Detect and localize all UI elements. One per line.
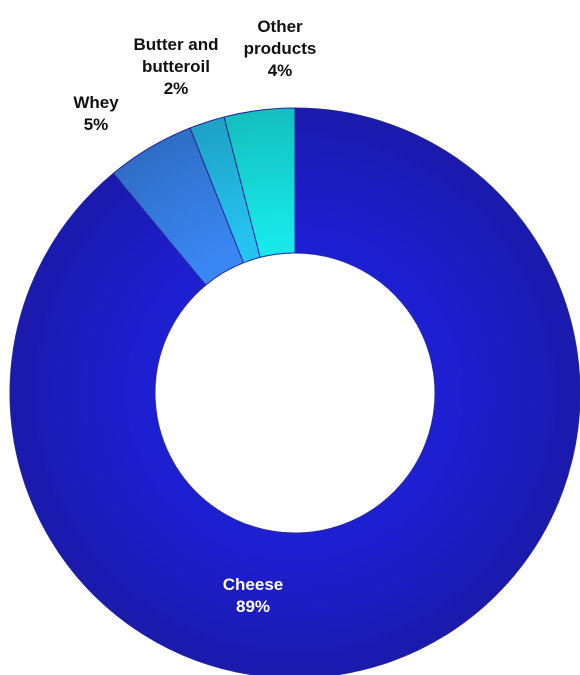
data-label-cheese: Cheese 89%: [223, 575, 283, 616]
slice-labels: Cheese 89% Whey 5% Butter and butteroil 2% Othe…: [73, 17, 316, 616]
label-value: 2%: [164, 79, 189, 98]
label-category: Butter and: [134, 35, 219, 54]
label-category: Cheese: [223, 575, 283, 594]
label-category: products: [244, 39, 317, 58]
label-value: 5%: [84, 115, 109, 134]
label-category: Whey: [73, 93, 119, 112]
data-label-other-products: Other products 4%: [244, 17, 317, 80]
label-value: 89%: [236, 597, 270, 616]
label-category: butteroil: [142, 57, 210, 76]
data-label-whey: Whey 5%: [73, 93, 119, 134]
label-value: 4%: [268, 61, 293, 80]
label-category: Other: [257, 17, 303, 36]
donut-slices: [9, 107, 580, 675]
data-label-butter-and-butteroil: Butter and butteroil 2%: [134, 35, 219, 98]
